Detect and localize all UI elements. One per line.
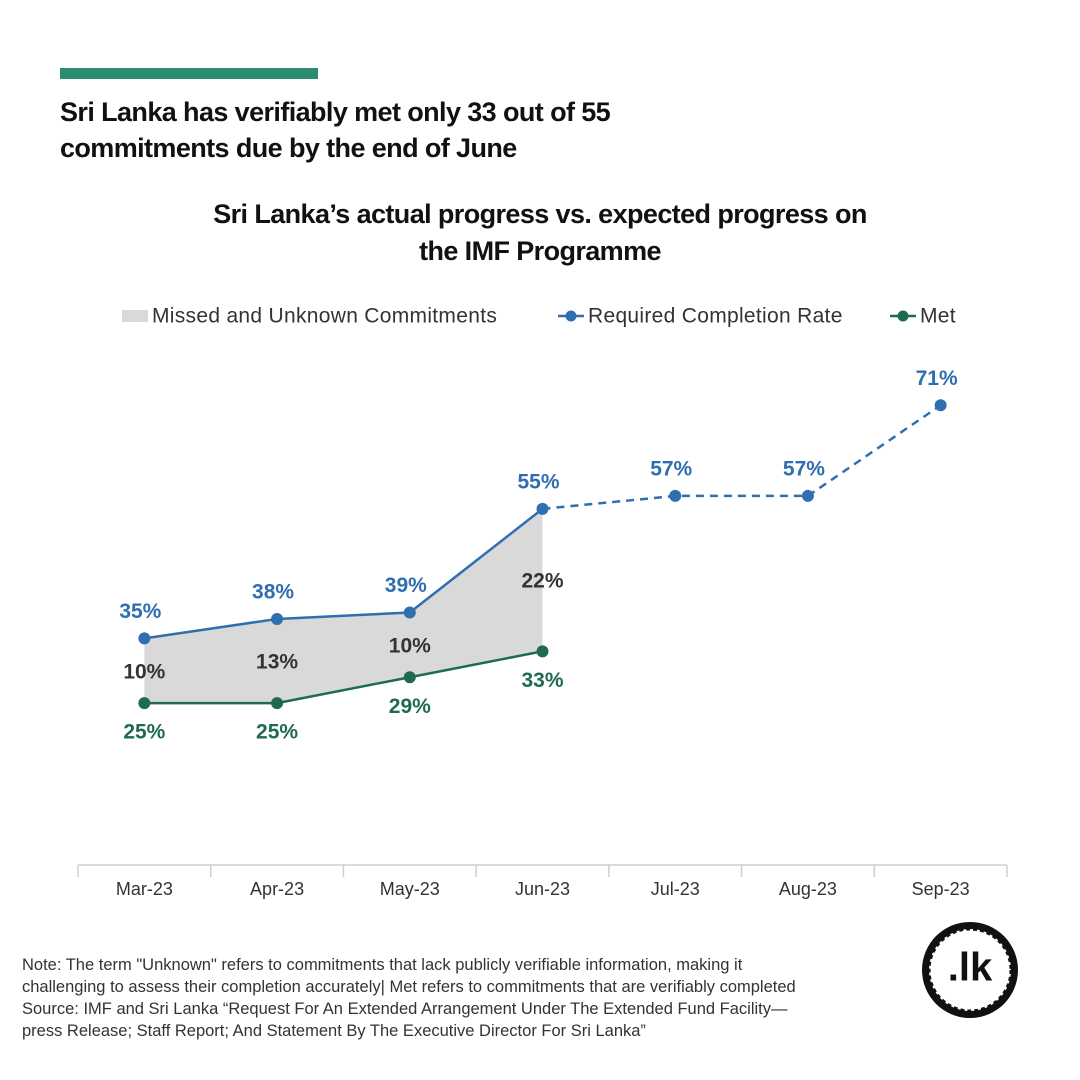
source: Source: IMF and Sri Lanka “Request For A… [22, 1000, 788, 1040]
x-tick-label: Mar-23 [116, 879, 173, 899]
line [144, 650, 543, 705]
line-projected [542, 404, 942, 511]
value-label: 39% [385, 574, 427, 597]
value-label: 55% [517, 470, 559, 493]
point [403, 671, 416, 684]
value-label: 57% [783, 457, 825, 480]
area-value-label: 10% [123, 660, 165, 683]
header-bar [60, 68, 318, 79]
point [536, 645, 549, 658]
area-value-label: 22% [521, 570, 563, 593]
point [138, 632, 151, 645]
x-tick-label: Apr-23 [250, 879, 304, 899]
value-label: 35% [119, 600, 161, 623]
value-label: 29% [389, 695, 431, 718]
x-tick-label: May-23 [380, 879, 440, 899]
area-value-label: 13% [256, 651, 298, 674]
area-value-label: 10% [389, 634, 431, 657]
value-label: 25% [256, 721, 298, 744]
area [144, 508, 543, 704]
headline: Sri Lanka has verifiably met only 33 out… [60, 97, 611, 163]
x-tick-label: Jun-23 [515, 879, 570, 899]
x-tick-label: Jul-23 [651, 879, 700, 899]
value-label: 71% [916, 367, 958, 390]
chart-title: Sri Lanka’s actual progress vs. expected… [213, 199, 867, 266]
point [403, 606, 416, 619]
x-tick-label: Aug-23 [779, 879, 837, 899]
value-label: 25% [123, 721, 165, 744]
value-label: 57% [650, 457, 692, 480]
line [144, 507, 544, 640]
point [271, 612, 284, 625]
point [536, 502, 549, 515]
logo: .lk [922, 922, 1018, 1018]
point [271, 697, 284, 710]
point [934, 399, 947, 412]
value-label: 33% [521, 669, 563, 692]
legend-label: Required Completion Rate [588, 305, 843, 328]
legend-marker [897, 310, 909, 322]
notes: Note: The term "Unknown" refers to commi… [22, 954, 822, 1042]
legend-label: Missed and Unknown Commitments [152, 305, 497, 328]
point [669, 489, 682, 502]
point [138, 697, 151, 710]
x-tick-label: Sep-23 [912, 879, 970, 899]
logo-text: .lk [948, 946, 993, 990]
note: Note: The term "Unknown" refers to commi… [22, 956, 796, 996]
legend-marker [565, 310, 577, 322]
point [801, 489, 814, 502]
value-label: 38% [252, 580, 294, 603]
logo-inner [927, 927, 1013, 1013]
legend-swatch [122, 310, 148, 322]
legend-label: Met [920, 305, 956, 328]
